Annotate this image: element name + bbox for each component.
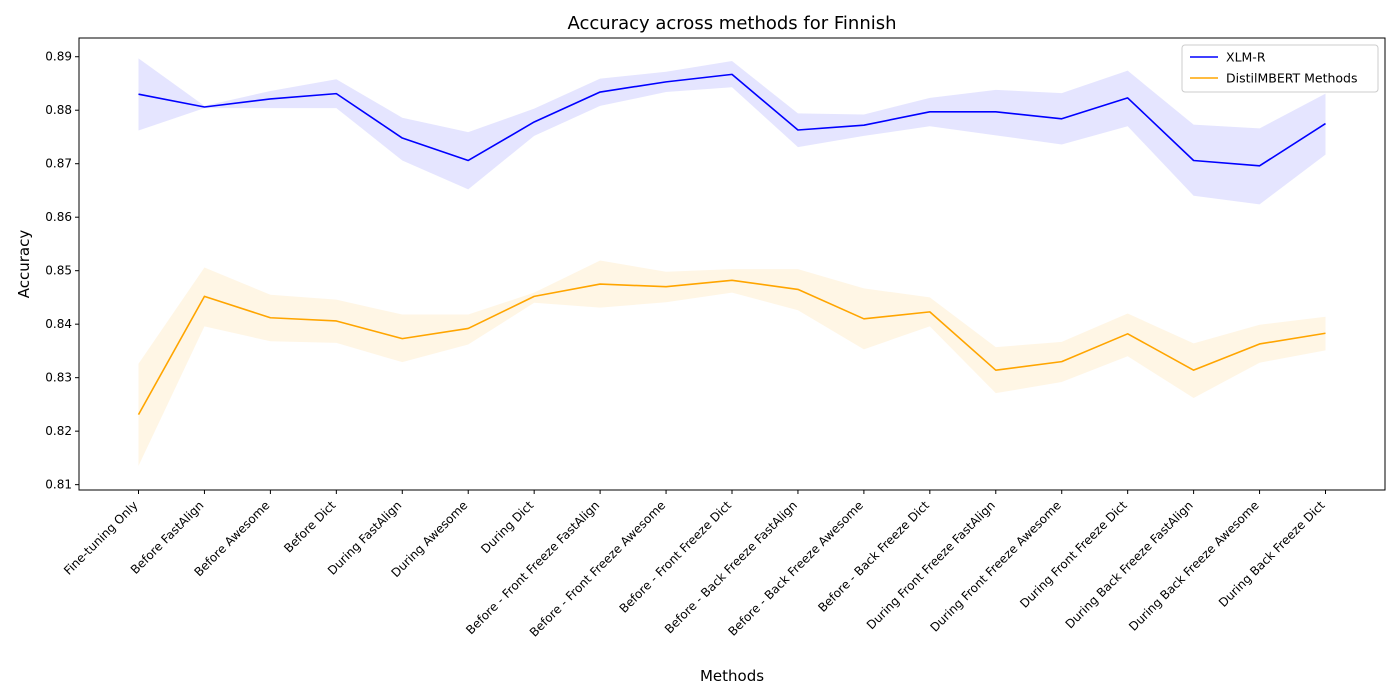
confidence-bands (138, 58, 1326, 466)
y-tick-label: 0.87 (45, 157, 72, 171)
x-axis-title: Methods (700, 667, 764, 685)
y-tick-label: 0.83 (45, 371, 72, 385)
y-axis: 0.81 0.82 0.83 0.84 0.85 0.86 0.87 0.88 0.89 (45, 50, 79, 492)
chart-title: Accuracy across methods for Finnish (567, 13, 896, 34)
distilmbert-methods-confidence-band (138, 260, 1326, 466)
distilmbert-methods-legend-label: DistilMBERT Methods (1226, 71, 1358, 86)
y-axis-title: Accuracy (15, 230, 33, 299)
y-tick-label: 0.89 (45, 50, 72, 64)
y-tick-label: 0.81 (45, 478, 72, 492)
legend-box (1181, 44, 1379, 93)
legend: XLM-R DistilMBERT Methods (1181, 44, 1379, 93)
y-tick-label: 0.84 (45, 317, 72, 331)
xlm-r-legend-label: XLM-R (1226, 50, 1266, 65)
xlm-r-line (138, 73, 1326, 167)
xlm-r-confidence-band (138, 58, 1326, 205)
distilmbert-methods-line (137, 279, 1326, 415)
series-lines (137, 73, 1326, 415)
y-tick-label: 0.82 (45, 424, 72, 438)
y-tick-label: 0.85 (45, 264, 72, 278)
y-tick-label: 0.88 (45, 103, 72, 117)
y-tick-label: 0.86 (45, 210, 72, 224)
